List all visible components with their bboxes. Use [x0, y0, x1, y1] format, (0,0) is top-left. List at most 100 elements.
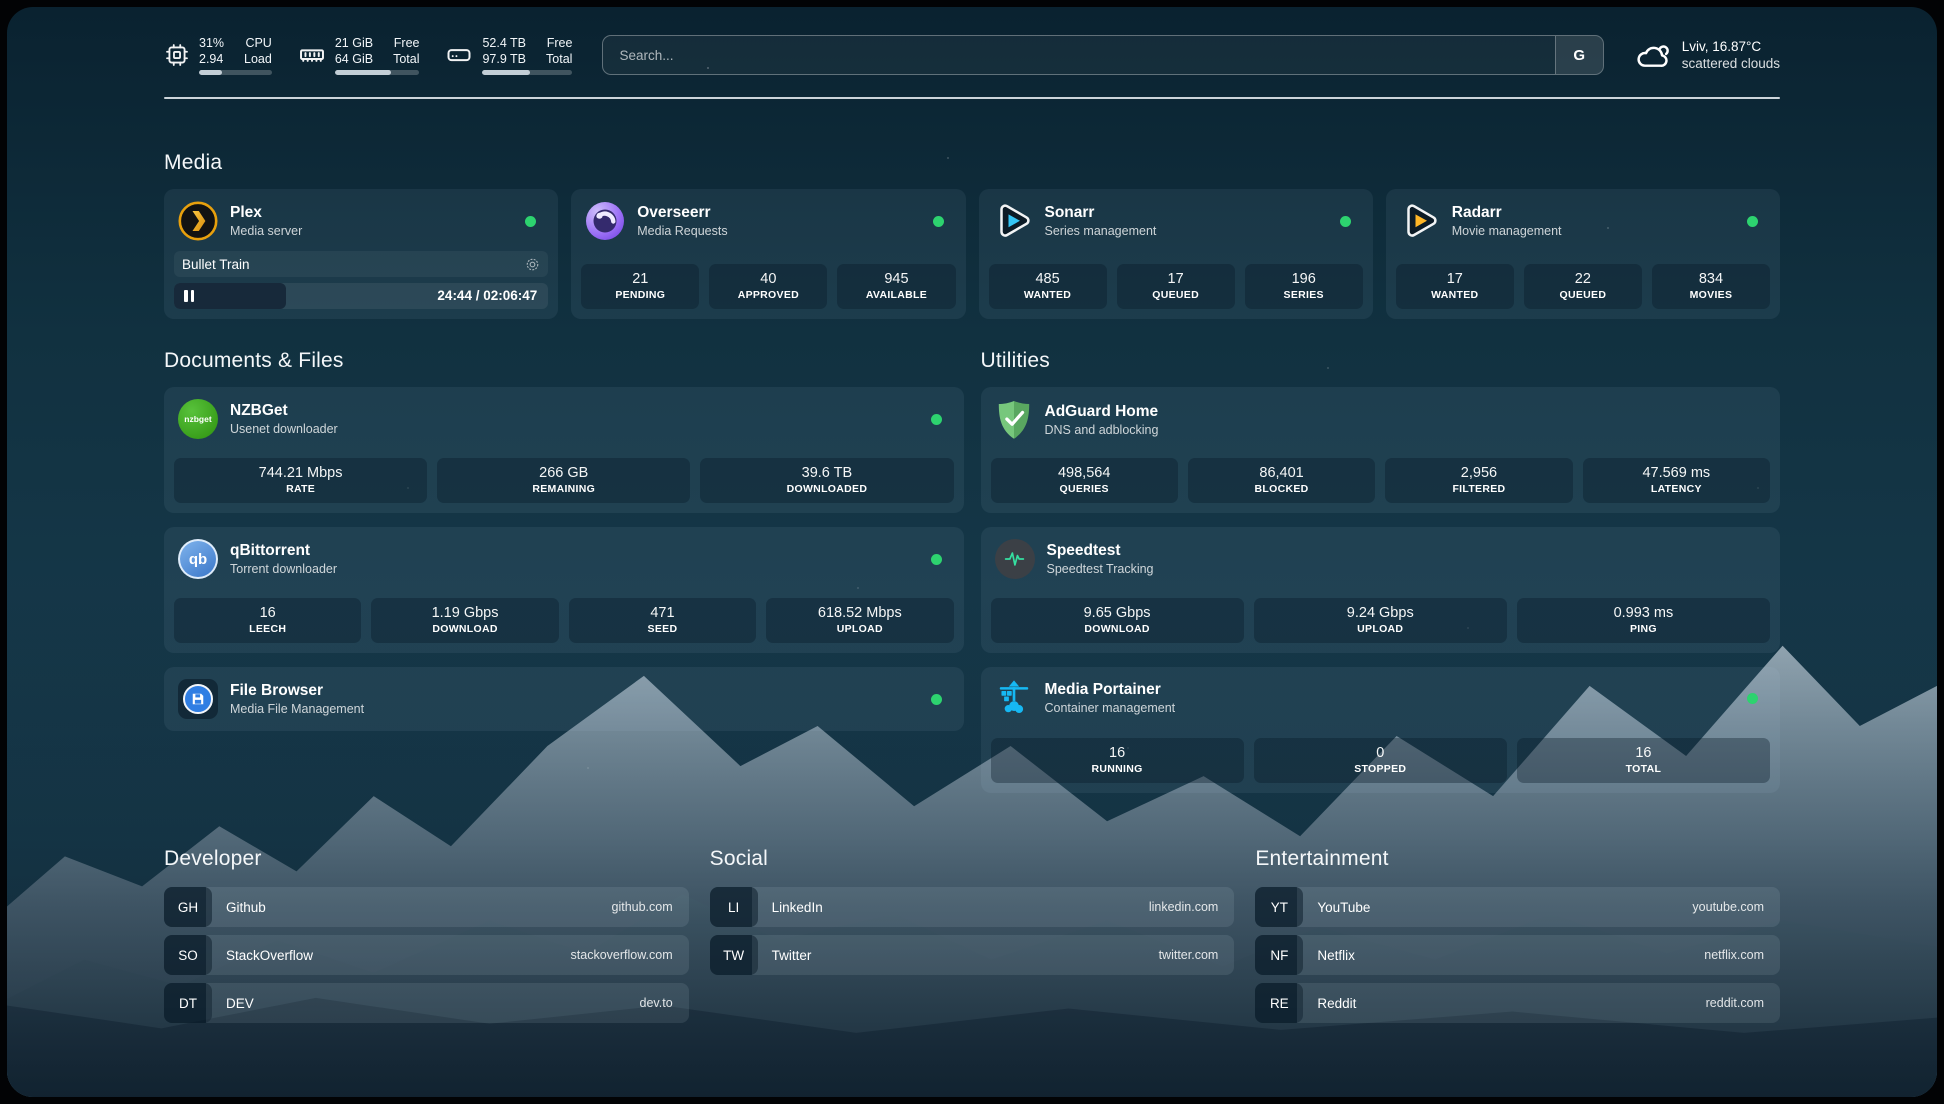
memory-progress-bar	[334, 70, 420, 75]
plex-icon	[178, 201, 218, 241]
settings-gear-icon[interactable]	[525, 257, 540, 272]
card-overseerr: Overseerr Media Requests 21 PENDING 40 A…	[571, 189, 966, 319]
service-description: Movie management	[1451, 224, 1562, 238]
bookmark-github[interactable]: GH Github github.com	[164, 887, 689, 927]
bookmark-twitter[interactable]: TW Twitter twitter.com	[709, 935, 1235, 975]
portainer-icon	[995, 679, 1033, 717]
now-playing-row: Bullet Train	[174, 251, 549, 277]
bookmark-stackoverflow[interactable]: SO StackOverflow stackoverflow.com	[164, 935, 689, 975]
service-link-speedtest[interactable]: Speedtest Speedtest Tracking	[991, 537, 1771, 581]
service-link-filebrowser[interactable]: File Browser Media File Management	[174, 677, 954, 721]
service-link-radarr[interactable]: Radarr Movie management	[1396, 199, 1770, 243]
bookmark-abbr: YT	[1255, 887, 1304, 927]
radarr-icon	[1400, 201, 1440, 241]
status-online-dot	[1747, 692, 1758, 704]
service-link-portainer[interactable]: Media Portainer Container management	[991, 677, 1771, 719]
card-filebrowser: File Browser Media File Management	[164, 667, 964, 731]
service-name: NZBGet	[230, 402, 288, 419]
bookmark-group-developer: Developer GH Github github.com SO StackO…	[164, 847, 689, 1023]
disk-progress-bar	[482, 70, 573, 75]
developer-section-title: Developer	[164, 847, 262, 870]
card-adguard: AdGuard Home DNS and adblocking 498,564 …	[980, 387, 1780, 513]
search-bar: G	[602, 35, 1604, 75]
qbittorrent-icon: qb	[178, 539, 218, 579]
service-name: Radarr	[1451, 204, 1502, 221]
service-link-overseerr[interactable]: Overseerr Media Requests	[581, 199, 955, 243]
card-nzbget: nzbget NZBGet Usenet downloader 744.21 M…	[164, 387, 964, 513]
service-link-plex[interactable]: Plex Media server	[174, 199, 548, 243]
stat-queued: 17 QUEUED	[1116, 264, 1235, 309]
service-name: Overseerr	[637, 204, 711, 221]
weather-widget[interactable]: Lviv, 16.87°C scattered clouds	[1634, 37, 1780, 74]
playback-progress-bar[interactable]: 24:44 / 02:06:47	[174, 283, 549, 309]
pause-button[interactable]	[184, 290, 194, 302]
stat-queued: 22 QUEUED	[1523, 264, 1642, 309]
disk-values: 52.4 TB 97.9 TB	[482, 35, 526, 67]
cpu-widget: 31% 2.94 CPU Load	[164, 35, 272, 75]
filebrowser-icon	[178, 679, 218, 719]
top-bar: 31% 2.94 CPU Load	[164, 7, 1780, 75]
memory-icon	[298, 41, 326, 69]
stat-blocked: 86,401 BLOCKED	[1187, 458, 1376, 503]
utilities-section-title: Utilities	[980, 349, 1050, 372]
bookmark-abbr: NF	[1255, 935, 1304, 975]
status-online-dot	[930, 553, 942, 565]
stat-queries: 498,564 QUERIES	[990, 458, 1178, 503]
service-description: Usenet downloader	[230, 422, 338, 436]
section-media: Media Plex	[164, 151, 1780, 319]
status-online-dot	[930, 693, 942, 705]
weather-location-temp: Lviv, 16.87°C	[1681, 39, 1762, 54]
memory-free-value: 21 GiB	[334, 36, 374, 50]
card-qbittorrent: qb qBittorrent Torrent downloader 16 LEE…	[164, 527, 964, 653]
disk-free-value: 52.4 TB	[482, 36, 527, 50]
bookmark-abbr: LI	[709, 887, 758, 927]
stat-approved: 40 APPROVED	[709, 264, 828, 309]
stat-download: 9.65 Gbps DOWNLOAD	[990, 598, 1244, 643]
disk-widget: 52.4 TB 97.9 TB Free Total	[445, 35, 573, 75]
dashboard-screen: 31% 2.94 CPU Load	[7, 7, 1937, 1097]
status-online-dot	[932, 215, 944, 227]
service-link-sonarr[interactable]: Sonarr Series management	[989, 199, 1363, 243]
stat-ping: 0.993 ms PING	[1516, 598, 1770, 643]
stat-downloaded: 39.6 TB DOWNLOADED	[700, 458, 954, 503]
bookmark-netflix[interactable]: NF Netflix netflix.com	[1255, 935, 1780, 975]
bookmark-linkedin[interactable]: LI LinkedIn linkedin.com	[709, 887, 1235, 927]
service-description: Torrent downloader	[230, 562, 338, 576]
stat-series: 196 SERIES	[1244, 264, 1363, 309]
service-name: Plex	[230, 204, 262, 221]
card-plex: Plex Media server Bullet Train	[164, 189, 559, 319]
search-input[interactable]	[603, 36, 1555, 74]
stat-seed: 471 SEED	[568, 598, 757, 643]
stat-total: 16 TOTAL	[1516, 738, 1770, 783]
memory-labels: Free Total	[393, 36, 420, 66]
service-link-qbittorrent[interactable]: qb qBittorrent Torrent downloader	[174, 537, 954, 581]
resource-widgets: 31% 2.94 CPU Load	[164, 35, 573, 75]
cpu-load-value: 2.94	[199, 52, 224, 66]
bookmark-abbr: SO	[164, 935, 212, 975]
bookmark-group-social: Social LI LinkedIn linkedin.com TW Twitt…	[709, 847, 1235, 1023]
card-portainer: Media Portainer Container management 16 …	[980, 667, 1780, 793]
bookmarks-area: Developer GH Github github.com SO StackO…	[164, 847, 1780, 1069]
stat-rate: 744.21 Mbps RATE	[174, 458, 428, 503]
cpu-progress-bar	[199, 70, 272, 75]
search-provider-button[interactable]: G	[1554, 36, 1603, 74]
cpu-icon	[164, 42, 190, 68]
status-online-dot	[525, 215, 537, 227]
sonarr-icon	[993, 201, 1033, 241]
service-name: AdGuard Home	[1044, 403, 1159, 420]
stat-available: 945 AVAILABLE	[837, 264, 956, 309]
stat-upload: 9.24 Gbps UPLOAD	[1253, 598, 1507, 643]
service-description: DNS and adblocking	[1044, 423, 1159, 437]
media-section-title: Media	[164, 151, 223, 174]
bookmark-reddit[interactable]: RE Reddit reddit.com	[1255, 983, 1780, 1023]
card-radarr: Radarr Movie management 17 WANTED 22 QUE…	[1385, 189, 1780, 319]
memory-values: 21 GiB 64 GiB	[335, 35, 373, 67]
entertainment-section-title: Entertainment	[1255, 847, 1389, 870]
bookmark-youtube[interactable]: YT YouTube youtube.com	[1255, 887, 1780, 927]
service-link-adguard[interactable]: AdGuard Home DNS and adblocking	[991, 397, 1771, 443]
bookmark-dev[interactable]: DT DEV dev.to	[164, 983, 689, 1023]
section-utilities: Utilities	[980, 349, 1780, 793]
service-link-nzbget[interactable]: nzbget NZBGet Usenet downloader	[174, 397, 954, 441]
disk-labels: Free Total	[546, 36, 573, 66]
stat-running: 16 RUNNING	[990, 738, 1244, 783]
